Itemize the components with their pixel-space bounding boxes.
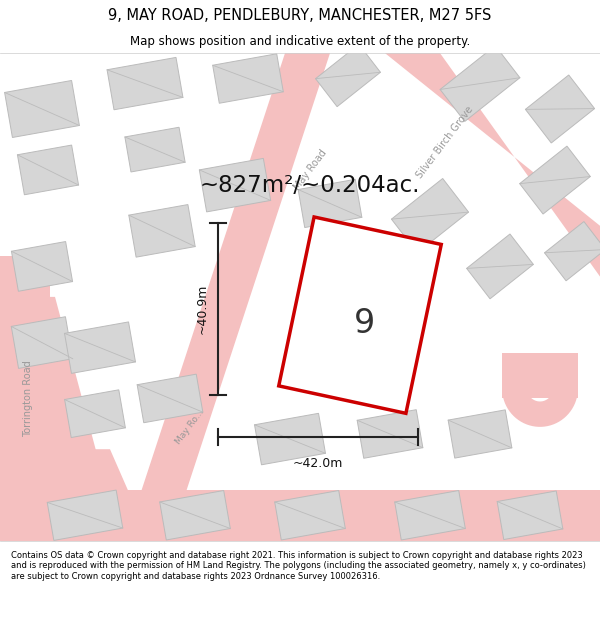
Text: ~827m²/~0.204ac.: ~827m²/~0.204ac. [200,174,420,197]
Text: 9, MAY ROAD, PENDLEBURY, MANCHESTER, M27 5FS: 9, MAY ROAD, PENDLEBURY, MANCHESTER, M27… [109,8,491,23]
Polygon shape [545,221,600,281]
Text: Contains OS data © Crown copyright and database right 2021. This information is : Contains OS data © Crown copyright and d… [11,551,586,581]
Polygon shape [502,388,578,427]
Polygon shape [279,217,441,413]
Polygon shape [298,179,362,228]
Polygon shape [0,297,120,541]
Polygon shape [391,179,469,252]
Polygon shape [357,410,423,458]
Polygon shape [47,490,123,541]
Text: Map shows position and indicative extent of the property.: Map shows position and indicative extent… [130,35,470,48]
Polygon shape [50,449,150,541]
Polygon shape [0,256,50,541]
Text: ~42.0m: ~42.0m [293,458,343,471]
Polygon shape [137,374,203,423]
Polygon shape [5,81,79,138]
Polygon shape [11,241,73,291]
Polygon shape [275,491,346,540]
Polygon shape [254,413,325,465]
Polygon shape [125,53,330,541]
Polygon shape [17,145,79,195]
Polygon shape [65,390,125,438]
Polygon shape [440,46,520,121]
Text: 9: 9 [355,307,376,340]
Polygon shape [125,127,185,172]
Polygon shape [160,491,230,540]
Polygon shape [65,322,136,373]
Polygon shape [107,58,183,110]
Polygon shape [395,491,466,540]
Polygon shape [316,44,380,107]
Polygon shape [497,491,563,539]
Text: Silver Birch Grove: Silver Birch Grove [415,104,475,181]
Polygon shape [448,410,512,458]
Polygon shape [212,54,283,103]
Text: May Ro...: May Ro... [174,408,206,446]
Text: May Road: May Road [292,148,328,192]
Polygon shape [129,204,195,257]
Polygon shape [526,75,595,143]
Text: ~40.9m: ~40.9m [196,284,209,334]
Polygon shape [502,352,578,399]
Text: Torrington Road: Torrington Road [23,360,33,437]
Polygon shape [520,146,590,214]
Polygon shape [199,158,271,212]
Polygon shape [0,490,600,541]
Polygon shape [11,317,73,368]
Polygon shape [385,53,600,276]
Polygon shape [467,234,533,299]
